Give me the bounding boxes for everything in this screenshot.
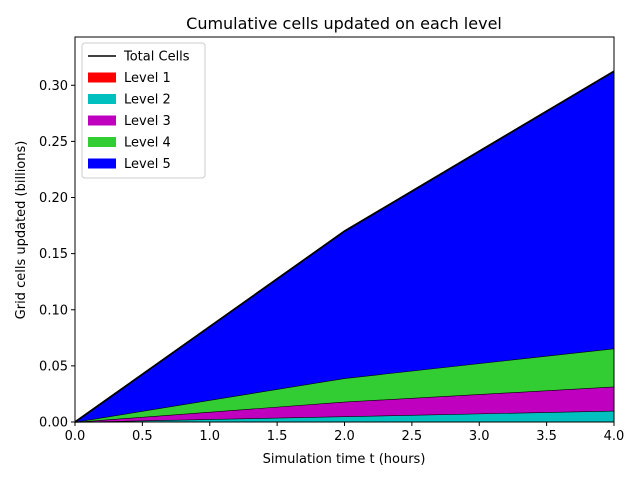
x-tick-label: 1.0 (199, 429, 220, 444)
x-tick-label: 0.0 (65, 429, 86, 444)
legend-label-level-2: Level 2 (124, 93, 171, 108)
x-axis-label: Simulation time t (hours) (263, 452, 426, 467)
area-level-4 (75, 348, 614, 422)
legend-swatch-level-4 (88, 137, 116, 147)
y-tick-label: 0.05 (39, 359, 68, 374)
y-tick-label: 0.30 (39, 79, 68, 94)
y-tick-label: 0.00 (39, 416, 68, 431)
plot-area (74, 36, 615, 423)
y-tick-label: 0.25 (39, 135, 68, 150)
x-tick-label: 0.5 (132, 429, 153, 444)
legend-label-level-1: Level 1 (124, 71, 171, 86)
y-tick-label: 0.15 (39, 247, 68, 262)
y-axis: 0.00 0.05 0.10 0.15 0.20 0.25 0.30 (39, 79, 75, 431)
x-tick-label: 3.5 (536, 429, 557, 444)
legend-swatch-level-2 (88, 94, 116, 104)
y-axis-label: Grid cells updated (billions) (14, 141, 29, 320)
legend-label-level-4: Level 4 (124, 136, 171, 151)
chart-title: Cumulative cells updated on each level (186, 14, 502, 33)
legend-label-total-cells: Total Cells (123, 50, 190, 65)
legend-label-level-5: Level 5 (124, 157, 171, 172)
x-tick-label: 2.0 (334, 429, 355, 444)
x-tick-label: 2.5 (402, 429, 423, 444)
area-level-5 (75, 71, 614, 423)
legend: Total Cells Level 1 Level 2 Level 3 Level 4 L… (81, 42, 206, 179)
x-tick-label: 1.5 (267, 429, 288, 444)
area-level-3 (75, 386, 614, 422)
x-tick-label: 4.0 (604, 429, 625, 444)
legend-swatch-level-5 (88, 158, 116, 169)
total-cells-line (74, 70, 615, 423)
legend-swatch-level-3 (88, 115, 116, 126)
legend-label-level-3: Level 3 (124, 114, 171, 129)
x-tick-label: 3.0 (469, 429, 490, 444)
y-tick-label: 0.20 (39, 191, 68, 206)
x-axis: 0.0 0.5 1.0 1.5 2.0 2.5 3.0 3.5 4.0 (65, 422, 625, 444)
y-tick-label: 0.10 (39, 303, 68, 318)
legend-swatch-level-1 (88, 72, 116, 83)
